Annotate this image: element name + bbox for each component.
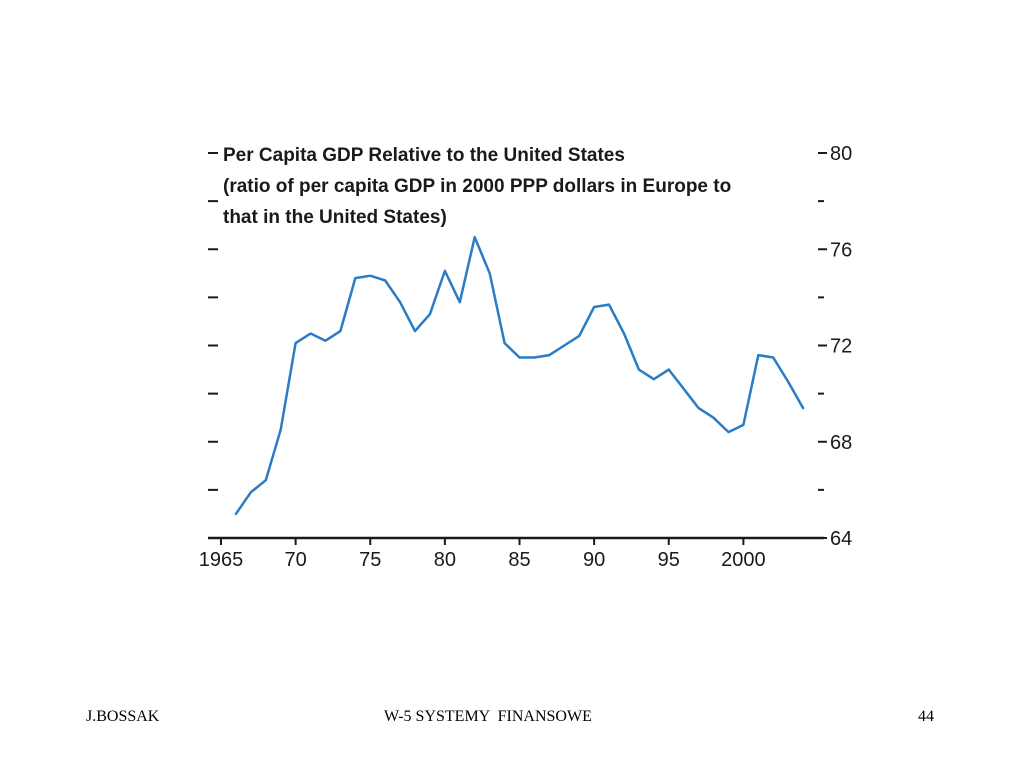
- x-tick-label: 70: [285, 549, 307, 571]
- x-tick-label: 1965: [199, 549, 244, 571]
- x-tick-label: 2000: [721, 549, 766, 571]
- y-tick-label: 68: [830, 432, 852, 454]
- chart-title: Per Capita GDP Relative to the United St…: [223, 145, 731, 228]
- footer-page-number: 44: [918, 708, 934, 725]
- left-axis-ticks: [208, 152, 218, 491]
- chart-title-line-1: (ratio of per capita GDP in 2000 PPP dol…: [223, 176, 731, 197]
- x-axis-ticks: 1965 70 75 80 85 90 95 2000: [199, 538, 766, 571]
- footer-course-title: W-5 SYSTEMY FINANSOWE: [384, 708, 592, 725]
- series-line-0: [234, 235, 805, 516]
- x-tick-label: 80: [434, 549, 456, 571]
- x-tick-label: 90: [583, 549, 605, 571]
- y-tick-label: 64: [830, 528, 852, 550]
- series-group: [234, 235, 805, 516]
- chart-title-line-0: Per Capita GDP Relative to the United St…: [223, 145, 625, 166]
- right-axis-ticks: 80 76 72 68 64: [818, 143, 852, 550]
- y-tick-label: 80: [830, 143, 852, 165]
- x-tick-label: 95: [658, 549, 680, 571]
- chart-title-line-2: that in the United States): [223, 207, 447, 228]
- footer-author: J.BOSSAK: [86, 708, 160, 725]
- y-tick-label: 72: [830, 336, 852, 358]
- x-tick-label: 85: [508, 549, 530, 571]
- y-tick-label: 76: [830, 239, 852, 261]
- x-tick-label: 75: [359, 549, 381, 571]
